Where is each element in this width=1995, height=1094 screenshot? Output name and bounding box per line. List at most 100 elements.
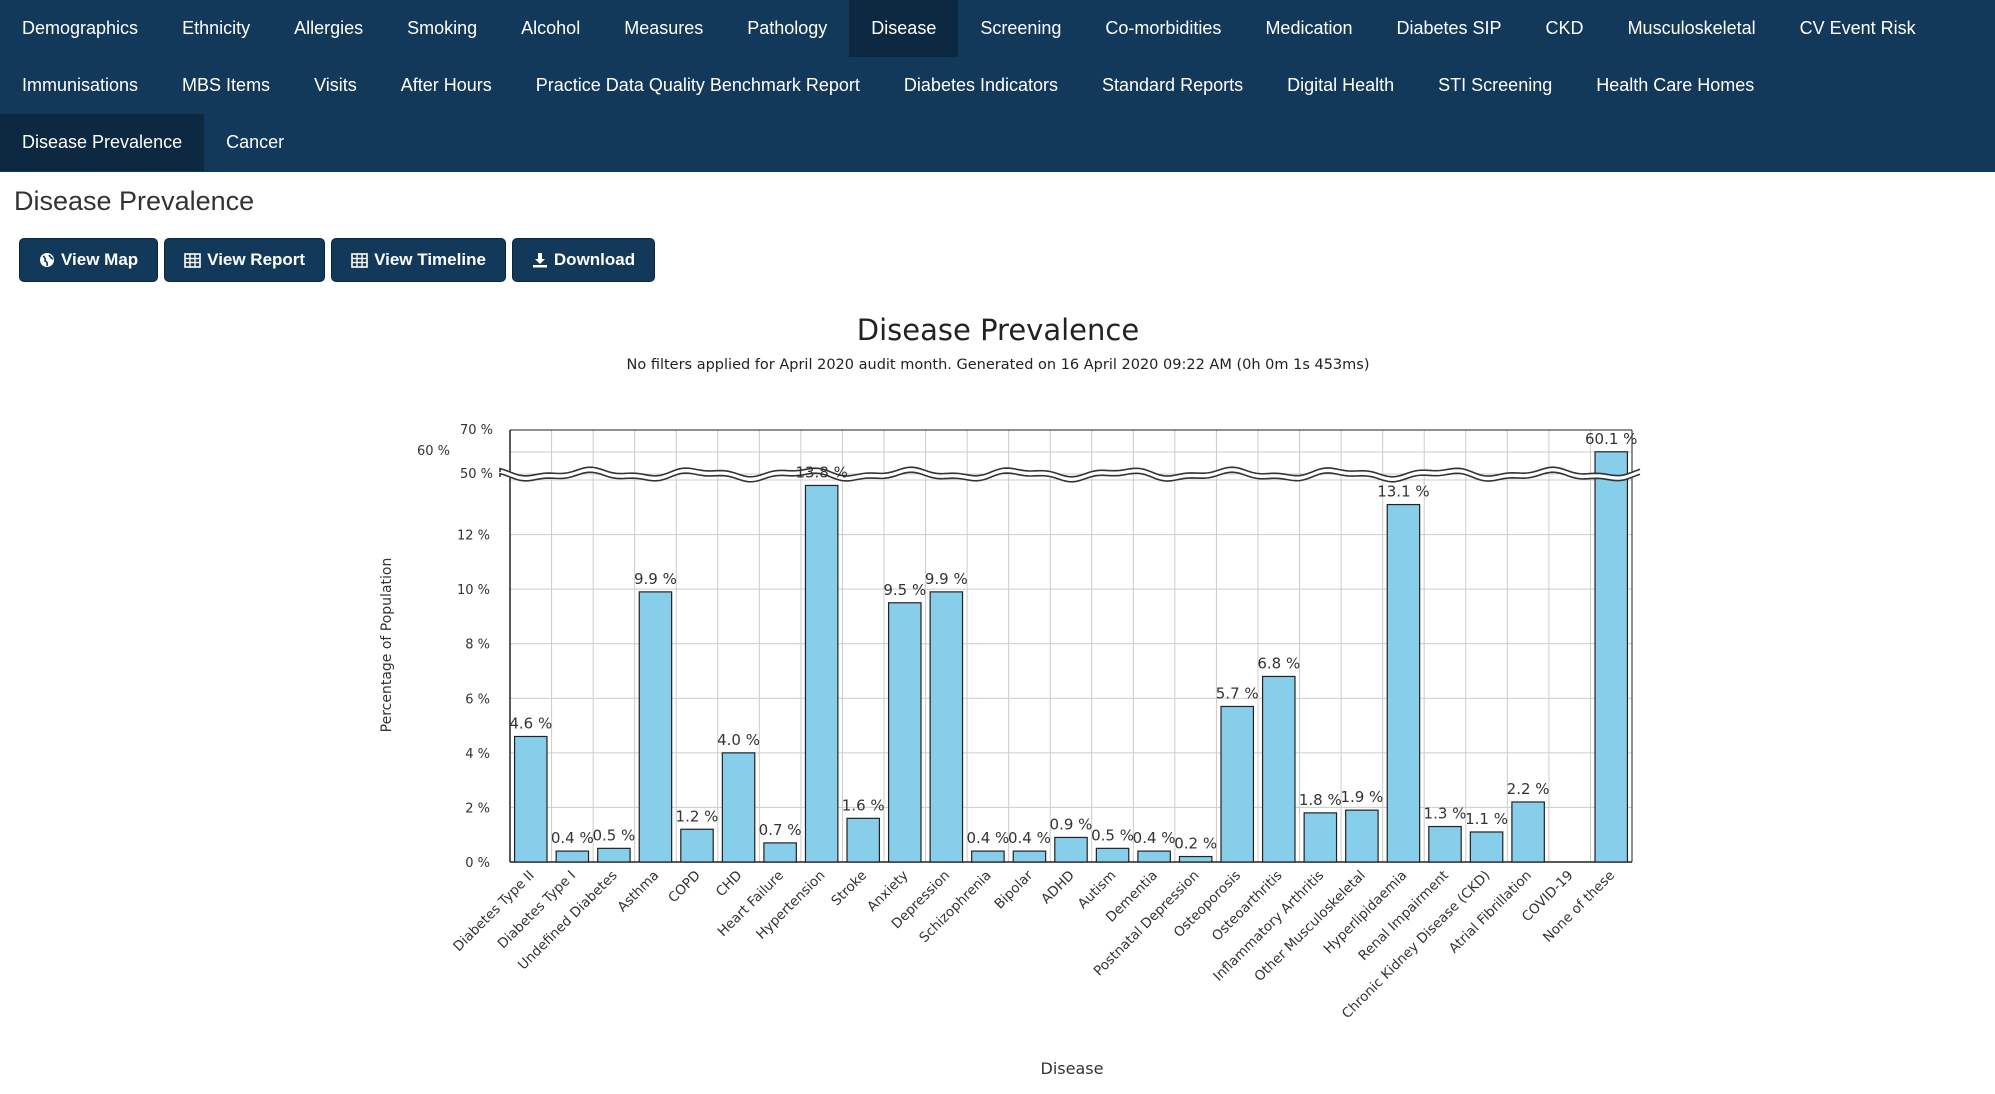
bar-value-label: 13.1 %: [1377, 483, 1429, 501]
nav-item-immunisations[interactable]: Immunisations: [22, 75, 139, 95]
bar-value-label: 0.4 %: [551, 829, 594, 847]
bar-value-label: 5.7 %: [1216, 684, 1259, 702]
x-tick-label: None of these: [1540, 868, 1618, 946]
globe-icon: [40, 253, 54, 267]
bar-value-label: 6.8 %: [1257, 654, 1300, 672]
y-tick-label: 0 %: [465, 856, 490, 871]
bar: [887, 602, 922, 863]
y-tick-label: 6 %: [465, 692, 490, 707]
axis-break-line: [499, 466, 1641, 478]
bar: [1220, 705, 1255, 863]
bar: [513, 735, 548, 863]
action-buttons: View Map View Report View Timeline Downl…: [19, 238, 656, 282]
y-tick-label: 70 %: [460, 423, 493, 438]
nav-item-standard-reports[interactable]: Standard Reports: [1102, 75, 1244, 95]
nav-item-cancer[interactable]: Cancer: [226, 132, 285, 152]
x-tick-label: Asthma: [615, 868, 663, 916]
x-tick-label: COPD: [665, 868, 704, 907]
bar-value-label: 0.4 %: [1133, 829, 1176, 847]
table-icon: [351, 252, 368, 268]
bar-value-label: 0.4 %: [1008, 829, 1051, 847]
y-tick-label: 12 %: [457, 529, 490, 544]
nav-item-sti-screening[interactable]: STI Screening: [1438, 75, 1553, 95]
bar: [763, 842, 797, 863]
nav-item-smoking[interactable]: Smoking: [407, 18, 478, 38]
nav-item-pathology[interactable]: Pathology: [747, 18, 828, 38]
bar-value-label: 1.6 %: [842, 796, 885, 814]
nav-item-after-hours[interactable]: After Hours: [400, 75, 492, 95]
nav-item-demographics[interactable]: Demographics: [22, 18, 139, 38]
bar: [1178, 855, 1213, 863]
view-map-button[interactable]: View Map: [19, 238, 159, 282]
x-tick-label: Schizophrenia: [916, 868, 994, 946]
x-axis-title: Disease: [1041, 1059, 1104, 1078]
nav-item-digital-health[interactable]: Digital Health: [1287, 75, 1395, 95]
nav-item-co-morbidities[interactable]: Co-morbidities: [1105, 18, 1222, 38]
bar: [1054, 836, 1088, 863]
bar-value-label: 0.4 %: [966, 829, 1009, 847]
x-tick-label: Bipolar: [991, 867, 1036, 912]
nav-item-measures[interactable]: Measures: [624, 18, 704, 38]
x-tick-label: ADHD: [1038, 868, 1078, 908]
bar: [1594, 451, 1629, 863]
nav-item-practice-data-quality-benchmark-report[interactable]: Practice Data Quality Benchmark Report: [535, 75, 860, 95]
nav-item-ckd[interactable]: CKD: [1545, 18, 1584, 38]
y-tick-label: 50 %: [460, 467, 493, 482]
top-navigation: Demographics Ethnicity Allergies Smoking Alc…: [0, 0, 1995, 172]
table-icon: [184, 252, 201, 268]
view-timeline-button[interactable]: View Timeline: [331, 238, 506, 282]
bar-value-label: 9.9 %: [634, 570, 677, 588]
nav-item-cv-event-risk[interactable]: CV Event Risk: [1799, 18, 1916, 38]
nav-item-visits[interactable]: Visits: [314, 75, 357, 95]
bar-value-label: 4.0 %: [717, 731, 760, 749]
bar-value-label: 9.9 %: [925, 570, 968, 588]
download-label: Download: [553, 250, 636, 269]
nav-item-health-care-homes[interactable]: Health Care Homes: [1596, 75, 1755, 95]
bar-value-label: 4.6 %: [509, 714, 552, 732]
bar: [804, 484, 839, 863]
chart-subtitle: No filters applied for April 2020 audit …: [627, 357, 1370, 373]
nav-item-disease[interactable]: Disease: [849, 0, 959, 57]
bar: [846, 817, 881, 863]
bar-value-label: 0.7 %: [759, 821, 802, 839]
nav-item-musculoskeletal[interactable]: Musculoskeletal: [1627, 18, 1756, 38]
bar: [1303, 812, 1338, 863]
bar: [1345, 809, 1379, 863]
bar-value-label: 0.9 %: [1050, 815, 1093, 833]
nav-item-medication[interactable]: Medication: [1265, 18, 1353, 38]
axis-break-line: [499, 471, 1641, 483]
bar: [555, 850, 590, 863]
y-axis-title: Percentage of Population: [379, 558, 395, 733]
bar-value-label: 60.1 %: [1585, 430, 1637, 448]
bar-value-label: 1.3 %: [1424, 805, 1467, 823]
nav-item-diabetes-sip[interactable]: Diabetes SIP: [1396, 18, 1502, 38]
bar: [638, 591, 673, 863]
bar-value-label: 1.8 %: [1299, 791, 1342, 809]
bar: [929, 591, 964, 863]
nav-item-ethnicity[interactable]: Ethnicity: [182, 18, 251, 38]
bar: [1386, 503, 1421, 863]
bar-value-label: 0.2 %: [1174, 835, 1217, 853]
view-report-label: View Report: [207, 250, 306, 269]
nav-row-2: Immunisations MBS Items Visits After Hours P…: [0, 57, 1776, 114]
nav-item-mbs-items[interactable]: MBS Items: [182, 75, 271, 95]
bar: [721, 752, 756, 863]
nav-item-alcohol[interactable]: Alcohol: [521, 18, 581, 38]
bar-value-label: 9.5 %: [883, 581, 926, 599]
bar: [680, 828, 714, 863]
page-title: Disease Prevalence: [14, 186, 255, 216]
y-tick-label: 60 %: [417, 444, 450, 459]
download-icon: [532, 253, 547, 268]
nav-item-disease-prevalence[interactable]: Disease Prevalence: [0, 114, 205, 171]
nav-row-1: Demographics Ethnicity Allergies Smoking Alc…: [0, 0, 1938, 57]
download-button[interactable]: Download: [511, 238, 656, 282]
view-report-button[interactable]: View Report: [164, 238, 326, 282]
bar-value-label: 1.9 %: [1340, 788, 1383, 806]
nav-item-screening[interactable]: Screening: [980, 18, 1062, 38]
nav-item-allergies[interactable]: Allergies: [294, 18, 364, 38]
view-map-label: View Map: [61, 250, 139, 269]
bar: [1261, 675, 1296, 863]
x-tick-label: CHD: [713, 868, 746, 901]
nav-item-diabetes-indicators[interactable]: Diabetes Indicators: [903, 75, 1059, 95]
